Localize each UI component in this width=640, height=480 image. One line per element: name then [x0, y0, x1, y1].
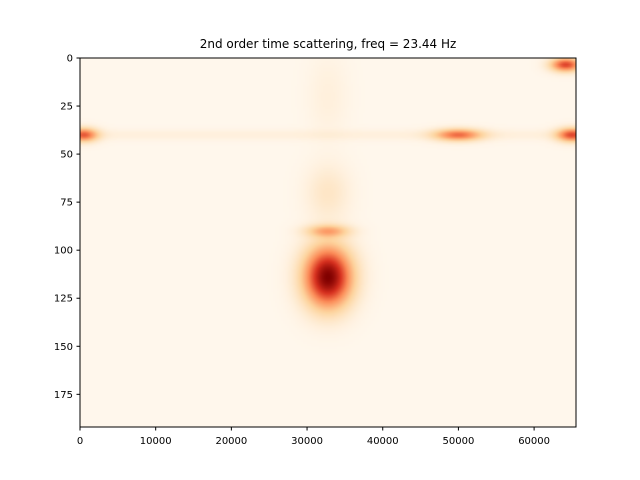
- y-tick-label: 0: [67, 54, 73, 65]
- y-tick-label: 100: [54, 246, 73, 257]
- y-axis: 0 25 50 75 100 125 150 175: [54, 54, 80, 401]
- x-tick-label: 40000: [367, 436, 399, 447]
- x-tick-label: 60000: [518, 436, 550, 447]
- y-tick-label: 75: [60, 198, 73, 209]
- plot-area: [79, 57, 577, 428]
- plot-frame: [79, 57, 577, 428]
- chart-title: 2nd order time scattering, freq = 23.44 …: [200, 37, 457, 51]
- x-tick-label: 50000: [443, 436, 475, 447]
- x-tick-label: 10000: [140, 436, 172, 447]
- y-tick-label: 25: [60, 102, 73, 113]
- x-axis: 0 10000 20000 30000 40000 50000 60000: [77, 427, 550, 447]
- y-tick-label: 125: [54, 294, 73, 305]
- heatmap-image: [80, 58, 576, 427]
- y-tick-label: 175: [54, 390, 73, 401]
- y-tick-label: 50: [60, 150, 73, 161]
- x-tick-label: 0: [77, 436, 83, 447]
- y-tick-label: 150: [54, 342, 73, 353]
- x-tick-label: 30000: [291, 436, 323, 447]
- x-tick-label: 20000: [215, 436, 247, 447]
